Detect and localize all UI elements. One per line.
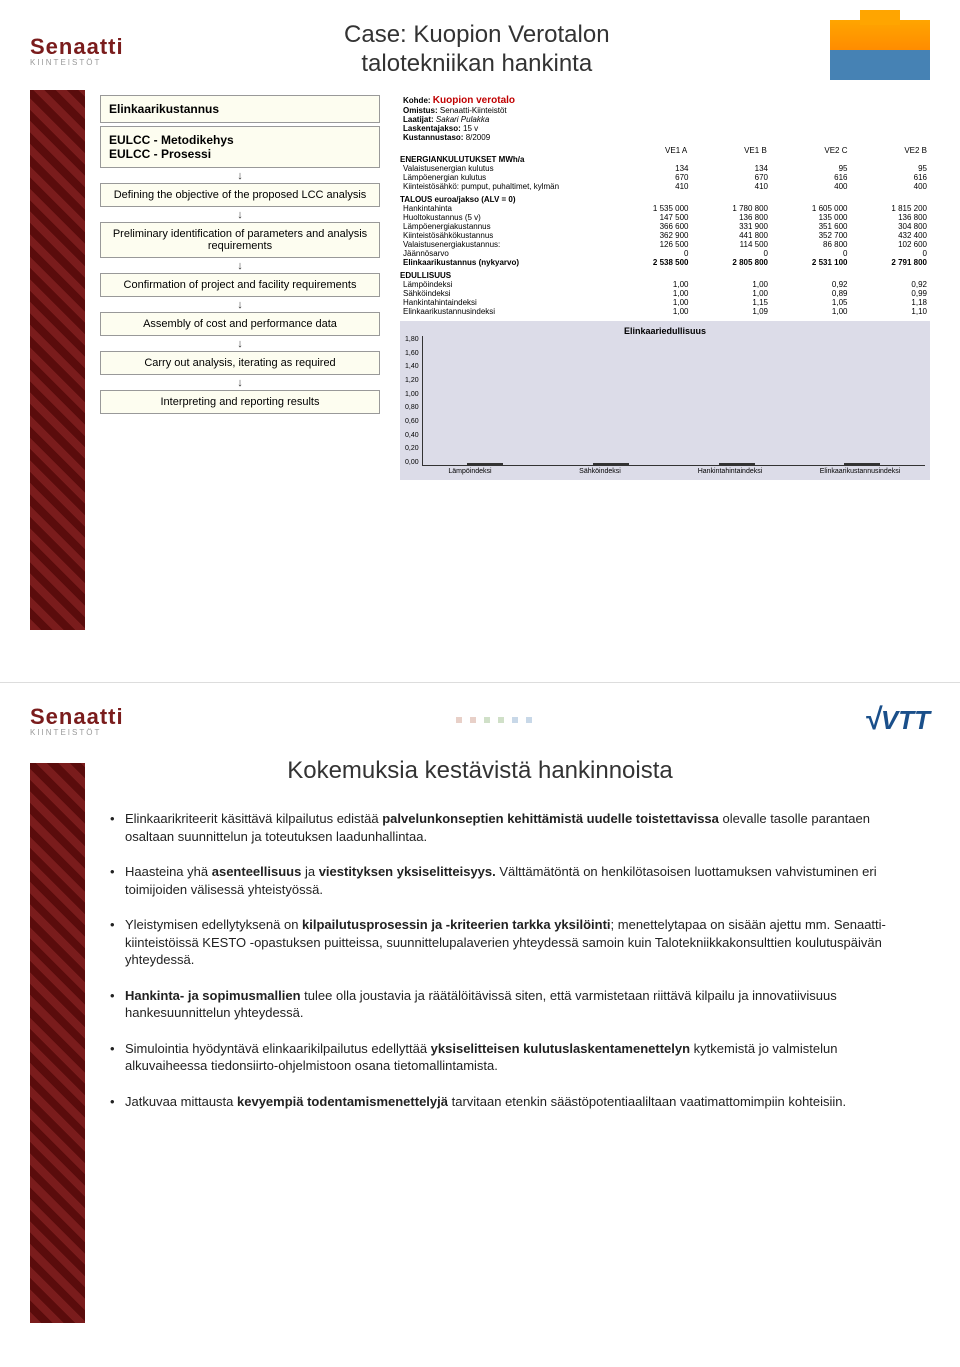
logo-subtext: KIINTEISTÖT xyxy=(30,728,101,737)
bullet-item: Yleistymisen edellytyksenä on kilpailutu… xyxy=(110,916,890,969)
energy-table: Valaistusenergian kulutus1341349595Lämpö… xyxy=(400,164,930,191)
building-image xyxy=(830,20,930,80)
data-column: Kohde: Kuopion verotalo Omistus: Senaatt… xyxy=(400,95,930,480)
meta-table: Kohde: Kuopion verotalo Omistus: Senaatt… xyxy=(400,95,930,142)
chart-bars xyxy=(422,336,925,466)
flow-box-8: Interpreting and reporting results xyxy=(100,390,380,414)
slide-title-l2: talotekniikan hankinta xyxy=(139,50,815,79)
slide2-title: Kokemuksia kestävistä hankinnoista xyxy=(30,757,930,785)
side-decoration xyxy=(30,90,85,630)
slide-title-l1: Case: Kuopion Verotalon xyxy=(139,21,815,50)
dots-decoration xyxy=(456,717,532,723)
side-decoration xyxy=(30,763,85,1323)
flow-box-6: Assembly of cost and performance data xyxy=(100,312,380,336)
bullet-list: Elinkaarikriteerit käsittävä kilpailutus… xyxy=(110,810,890,1111)
chart-yaxis: 1,801,601,401,201,000,800,600,400,200,00 xyxy=(405,336,422,466)
chart: Elinkaariedullisuus 1,801,601,401,201,00… xyxy=(400,321,930,480)
vtt-logo: √VTT xyxy=(864,703,930,737)
bullet-item: Haasteina yhä asenteellisuus ja viestity… xyxy=(110,863,890,898)
flow-box-1: Elinkaarikustannus xyxy=(100,95,380,123)
flow-column: Elinkaarikustannus EULCC - Metodikehys E… xyxy=(100,95,380,480)
flow-box-4: Preliminary identification of parameters… xyxy=(100,222,380,258)
chart-xaxis: LämpöindeksiSähköindeksiHankintahintaind… xyxy=(405,468,925,475)
flow-box-5: Confirmation of project and facility req… xyxy=(100,273,380,297)
logo-text: Senaatti xyxy=(30,704,124,730)
flow-box-7: Carry out analysis, iterating as require… xyxy=(100,351,380,375)
flow-box-2: EULCC - Metodikehys EULCC - Prosessi xyxy=(100,126,380,168)
logo: Senaatti KIINTEISTÖT xyxy=(30,704,124,737)
bullet-item: Jatkuvaa mittausta kevyempiä todentamism… xyxy=(110,1093,890,1111)
bullet-item: Simulointia hyödyntävä elinkaarikilpailu… xyxy=(110,1040,890,1075)
edull-head: EDULLISUUS xyxy=(400,271,930,280)
logo-text: Senaatti xyxy=(30,34,124,60)
edull-table: Lämpöindeksi1,001,000,920,92Sähköindeksi… xyxy=(400,280,930,316)
bullet-item: Elinkaarikriteerit käsittävä kilpailutus… xyxy=(110,810,890,845)
energy-head: ENERGIANKULUTUKSET MWh/a xyxy=(400,155,930,164)
talous-head: TALOUS euroa/jakso (ALV = 0) xyxy=(400,195,930,204)
columns-header: VE1 AVE1 BVE2 CVE2 B xyxy=(400,146,930,155)
talous-table: Hankintahinta1 535 0001 780 8001 605 000… xyxy=(400,204,930,267)
logo-subtext: KIINTEISTÖT xyxy=(30,58,101,67)
flow-box-3: Defining the objective of the proposed L… xyxy=(100,183,380,207)
logo: Senaatti KIINTEISTÖT xyxy=(30,34,124,67)
bullet-item: Hankinta- ja sopimusmallien tulee olla j… xyxy=(110,987,890,1022)
chart-title: Elinkaariedullisuus xyxy=(405,326,925,336)
